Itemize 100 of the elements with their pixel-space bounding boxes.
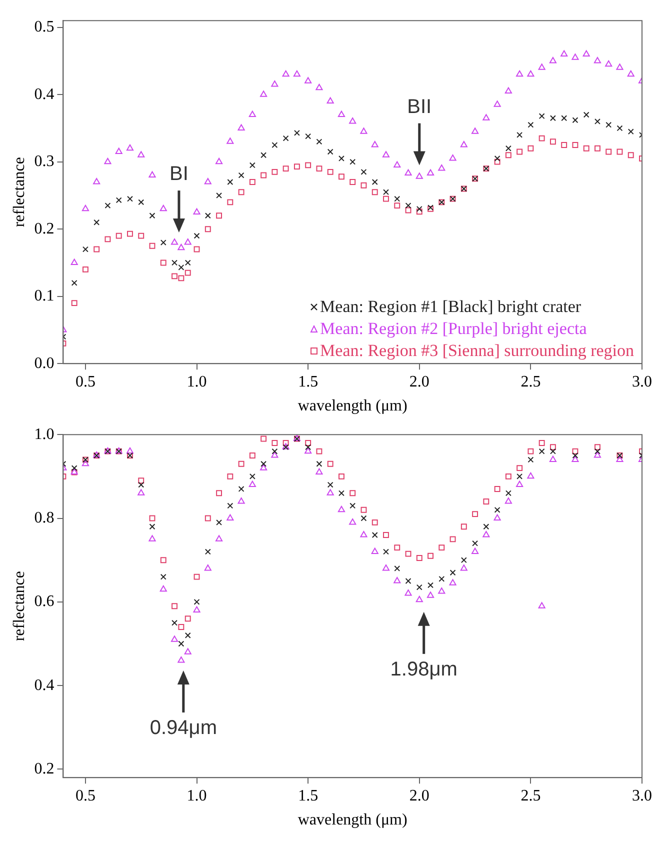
point	[583, 145, 590, 152]
point	[438, 587, 446, 594]
x-tick-label: 3.0	[632, 373, 652, 390]
point	[238, 460, 244, 467]
point	[178, 275, 184, 282]
point	[472, 540, 478, 546]
point	[549, 456, 556, 462]
point	[426, 169, 434, 176]
point	[494, 514, 501, 521]
point	[628, 152, 634, 158]
point	[516, 148, 523, 155]
point	[160, 585, 167, 592]
point	[360, 182, 367, 188]
point	[316, 166, 322, 172]
annotation: BII	[407, 96, 432, 118]
point	[594, 444, 600, 450]
point	[178, 640, 184, 647]
point	[216, 158, 223, 164]
point	[494, 486, 500, 492]
point	[438, 544, 445, 551]
point	[494, 100, 501, 107]
point	[350, 179, 356, 185]
point	[204, 178, 212, 184]
point	[550, 138, 556, 145]
point	[483, 498, 490, 504]
point	[482, 530, 490, 538]
point	[528, 456, 534, 463]
point	[227, 502, 234, 509]
point	[184, 260, 191, 266]
point	[249, 179, 256, 185]
point	[505, 473, 512, 480]
point	[538, 135, 545, 142]
point	[460, 564, 468, 571]
point	[505, 490, 512, 496]
point	[184, 616, 191, 622]
point	[516, 70, 524, 77]
point	[428, 552, 434, 559]
x-tick-label: 3.0	[632, 787, 652, 804]
point	[178, 624, 184, 630]
point	[627, 70, 634, 77]
point	[160, 240, 166, 246]
point	[460, 524, 467, 530]
point	[138, 199, 144, 206]
point	[160, 204, 167, 212]
point	[194, 232, 200, 239]
point	[449, 579, 456, 586]
point	[249, 473, 256, 480]
point	[349, 117, 356, 124]
point	[550, 115, 556, 122]
legend-label: Mean: Region #1 [Black] bright crater	[320, 296, 582, 318]
point	[82, 204, 89, 212]
point	[416, 206, 422, 212]
point	[516, 465, 523, 472]
x-tick-label: 0.5	[75, 787, 96, 804]
x-tick-label: 2.0	[409, 373, 430, 390]
point	[350, 158, 356, 165]
point	[405, 578, 412, 584]
point	[172, 603, 178, 610]
point	[394, 161, 401, 168]
point	[628, 128, 634, 135]
x-tick-label: 1.5	[298, 787, 318, 804]
point	[550, 444, 556, 450]
y-axis-title: reflectance	[10, 157, 28, 228]
point	[94, 219, 100, 226]
point	[527, 70, 534, 77]
point	[416, 555, 422, 561]
point	[538, 448, 545, 454]
point	[616, 125, 623, 132]
point	[149, 212, 156, 219]
point	[472, 511, 478, 518]
point	[305, 162, 312, 168]
point	[238, 124, 245, 130]
point	[572, 117, 578, 124]
annotation: BI	[170, 163, 188, 186]
point	[178, 264, 184, 270]
point	[304, 447, 312, 454]
point	[416, 172, 423, 179]
point	[472, 128, 479, 134]
point	[116, 197, 122, 204]
point	[127, 230, 133, 237]
point	[194, 574, 200, 580]
point	[260, 436, 267, 442]
point	[204, 515, 211, 522]
point	[149, 524, 156, 530]
point	[350, 502, 356, 509]
point	[606, 148, 612, 155]
point	[338, 174, 344, 180]
point	[538, 602, 546, 608]
point	[293, 70, 300, 77]
annotation: 1.98μm	[390, 658, 458, 680]
point	[70, 258, 78, 265]
y-tick-label: 0.2	[34, 220, 54, 238]
point	[449, 154, 456, 161]
point	[561, 115, 568, 122]
point	[104, 202, 111, 209]
y-axis-title: reflectance	[10, 571, 28, 642]
point	[549, 56, 556, 64]
point	[260, 464, 268, 470]
point	[316, 460, 322, 467]
point	[204, 548, 211, 555]
